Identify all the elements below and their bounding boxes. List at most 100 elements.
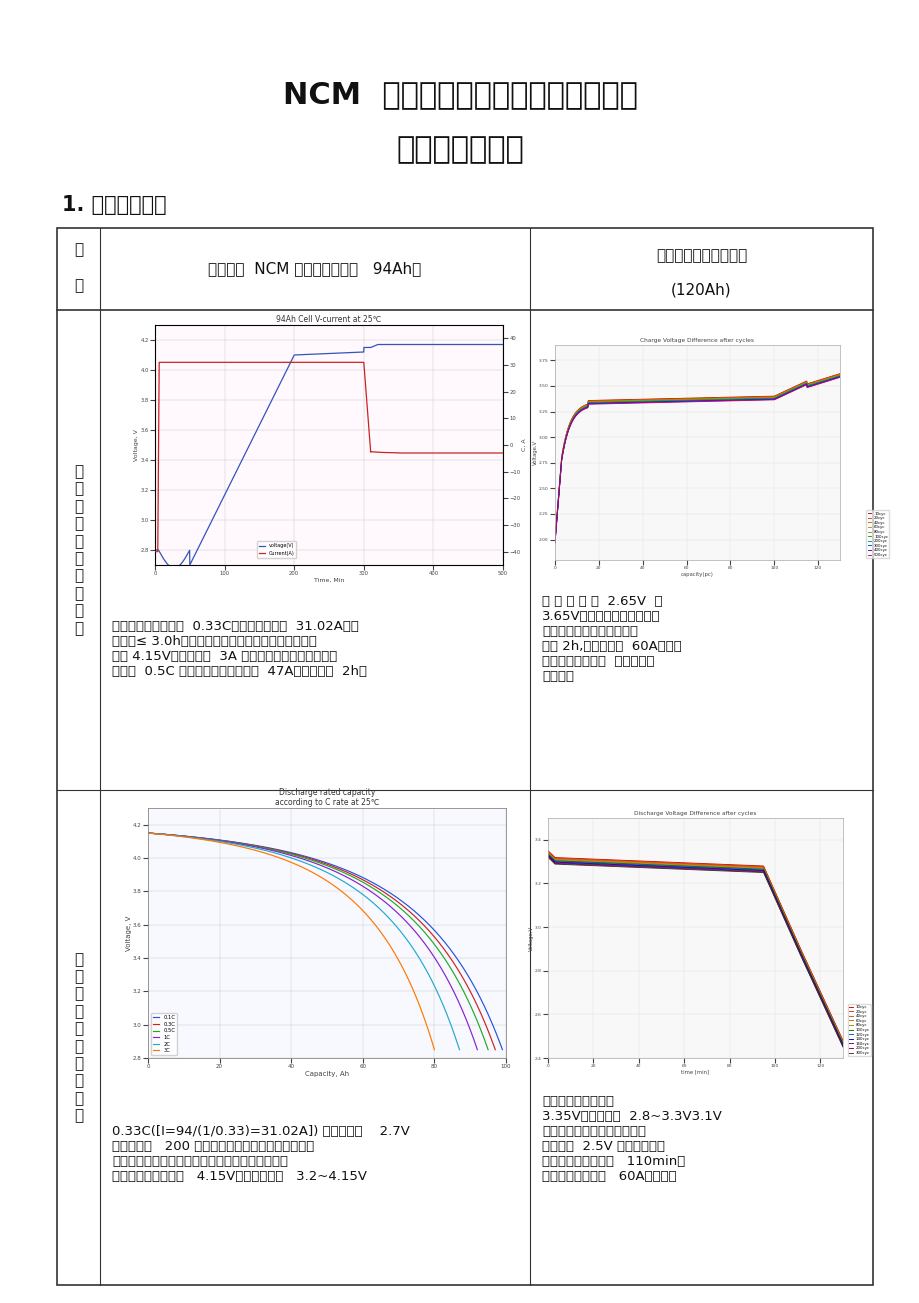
Line: 80cyc: 80cyc bbox=[548, 853, 842, 1044]
40cyc bbox=[594, 853, 605, 869]
10cyc bbox=[542, 843, 553, 859]
300cyc bbox=[716, 863, 727, 878]
100cyc bbox=[836, 1036, 847, 1052]
1C bbox=[142, 825, 153, 840]
Line: 300cyc: 300cyc bbox=[548, 857, 842, 1048]
Line: 140cyc: 140cyc bbox=[548, 855, 842, 1045]
60cyc bbox=[542, 844, 553, 860]
80cyc bbox=[716, 859, 727, 874]
3C bbox=[389, 946, 400, 962]
300cyc bbox=[717, 392, 728, 408]
Text: 单
体
电
芯
放
电
特
性
曲
线: 单 体 电 芯 放 电 特 性 曲 线 bbox=[74, 951, 83, 1123]
80cyc bbox=[675, 857, 686, 873]
40cyc bbox=[549, 533, 560, 549]
Line: Current(A): Current(A) bbox=[154, 362, 503, 551]
160cyc bbox=[836, 1038, 847, 1054]
500cyc bbox=[549, 536, 560, 551]
40cyc bbox=[717, 391, 728, 407]
0.3C bbox=[142, 825, 153, 840]
40cyc bbox=[834, 366, 845, 382]
2C bbox=[162, 827, 173, 843]
500cyc bbox=[764, 392, 775, 408]
10cyc bbox=[716, 856, 727, 872]
Line: 10cyc: 10cyc bbox=[554, 374, 839, 539]
Current(A) bbox=[319, 354, 330, 370]
10cyc bbox=[594, 852, 605, 868]
Title: Discharge Voltage Difference after cycles: Discharge Voltage Difference after cycle… bbox=[633, 812, 755, 816]
Line: 60cyc: 60cyc bbox=[548, 852, 842, 1042]
1C bbox=[425, 946, 437, 962]
voltage(V) bbox=[497, 336, 508, 352]
3C bbox=[142, 825, 153, 840]
Line: 40cyc: 40cyc bbox=[548, 852, 842, 1042]
0.5C bbox=[435, 946, 446, 962]
10cyc bbox=[739, 390, 750, 405]
10cyc bbox=[675, 855, 686, 870]
100cyc bbox=[594, 855, 605, 870]
0.1C bbox=[448, 946, 459, 962]
300cyc bbox=[764, 391, 775, 407]
3C bbox=[160, 827, 171, 843]
Text: 单
体
电
芯
充
电
特
性
曲
线: 单 体 电 芯 充 电 特 性 曲 线 bbox=[74, 464, 83, 636]
20cyc bbox=[834, 366, 845, 382]
60cyc bbox=[764, 390, 775, 405]
100cyc bbox=[542, 846, 553, 861]
20cyc bbox=[618, 853, 629, 869]
Title: Discharge rated capacity
according to C rate at 25℃: Discharge rated capacity according to C … bbox=[275, 788, 379, 808]
80cyc bbox=[677, 392, 688, 408]
Line: 1C: 1C bbox=[148, 833, 477, 1050]
120cyc bbox=[542, 847, 553, 863]
0.3C bbox=[353, 870, 364, 886]
300cyc bbox=[677, 394, 688, 409]
0.3C bbox=[344, 865, 355, 881]
500cyc bbox=[834, 370, 845, 386]
1C bbox=[334, 865, 345, 881]
Line: 2C: 2C bbox=[148, 833, 459, 1050]
0.1C bbox=[348, 865, 359, 881]
140cyc bbox=[739, 863, 750, 878]
2C bbox=[379, 906, 390, 921]
Line: 80cyc: 80cyc bbox=[554, 375, 839, 541]
voltage(V) bbox=[149, 542, 160, 558]
Y-axis label: C, A: C, A bbox=[521, 439, 527, 451]
120cyc bbox=[764, 877, 775, 893]
0.5C bbox=[400, 906, 411, 921]
120cyc bbox=[594, 856, 605, 872]
Text: 0.33C([I=94/(1/0.33)=31.02A]) 恒流放电至    2.7V
终止可持续   200 分钟。放电倍率越小放出的实际容
量就越多，因大倍: 0.33C([I=94/(1/0.33)=31.02A]) 恒流放电至 2.7V… bbox=[112, 1124, 410, 1183]
120cyc bbox=[836, 1037, 847, 1053]
Text: 满充电开路电压约为
3.35V，放电平台  2.8~3.3V3.1V
时放电速度开始急剧加快直至
电压约为  2.5V 时电池放电结
束，整个放电过程约   1: 满充电开路电压约为 3.35V，放电平台 2.8~3.3V3.1V 时放电速度开… bbox=[541, 1095, 721, 1183]
200cyc bbox=[675, 861, 686, 877]
0.1C bbox=[368, 876, 379, 891]
80cyc bbox=[834, 367, 845, 383]
60cyc bbox=[594, 853, 605, 869]
120cyc bbox=[675, 859, 686, 874]
100cyc bbox=[834, 367, 845, 383]
80cyc bbox=[622, 394, 633, 409]
100cyc bbox=[717, 392, 728, 408]
100cyc bbox=[677, 392, 688, 408]
Text: 从 最 低 电 压  2.65V  至
3.65V（电池已经充满）之间
充速率特别快充电过程耗时
不足 2h,充电电流为  60A。（此
曲线与前者对比，  不: 从 最 低 电 压 2.65V 至 3.65V（电池已经充满）之间 充速率特别快… bbox=[541, 595, 681, 683]
100cyc bbox=[618, 856, 629, 872]
0.5C bbox=[164, 827, 175, 843]
300cyc bbox=[618, 859, 629, 874]
1C bbox=[163, 827, 174, 843]
3C bbox=[324, 876, 335, 891]
0.3C bbox=[441, 946, 452, 962]
500cyc bbox=[677, 395, 688, 410]
1C bbox=[471, 1042, 482, 1058]
100cyc bbox=[716, 860, 727, 876]
40cyc bbox=[764, 390, 775, 405]
Y-axis label: Voltage,V: Voltage,V bbox=[532, 440, 537, 465]
60cyc bbox=[549, 533, 560, 549]
400cyc bbox=[622, 395, 633, 410]
Title: 94Ah Cell V-current at 25℃: 94Ah Cell V-current at 25℃ bbox=[276, 315, 381, 324]
Bar bbox=[57, 228, 872, 1285]
Line: 40cyc: 40cyc bbox=[554, 374, 839, 541]
3C bbox=[359, 906, 370, 921]
400cyc bbox=[549, 536, 560, 551]
300cyc bbox=[599, 395, 610, 410]
200cyc bbox=[549, 534, 560, 550]
0.3C bbox=[489, 1042, 500, 1058]
300cyc bbox=[594, 859, 605, 874]
300cyc bbox=[542, 850, 553, 865]
